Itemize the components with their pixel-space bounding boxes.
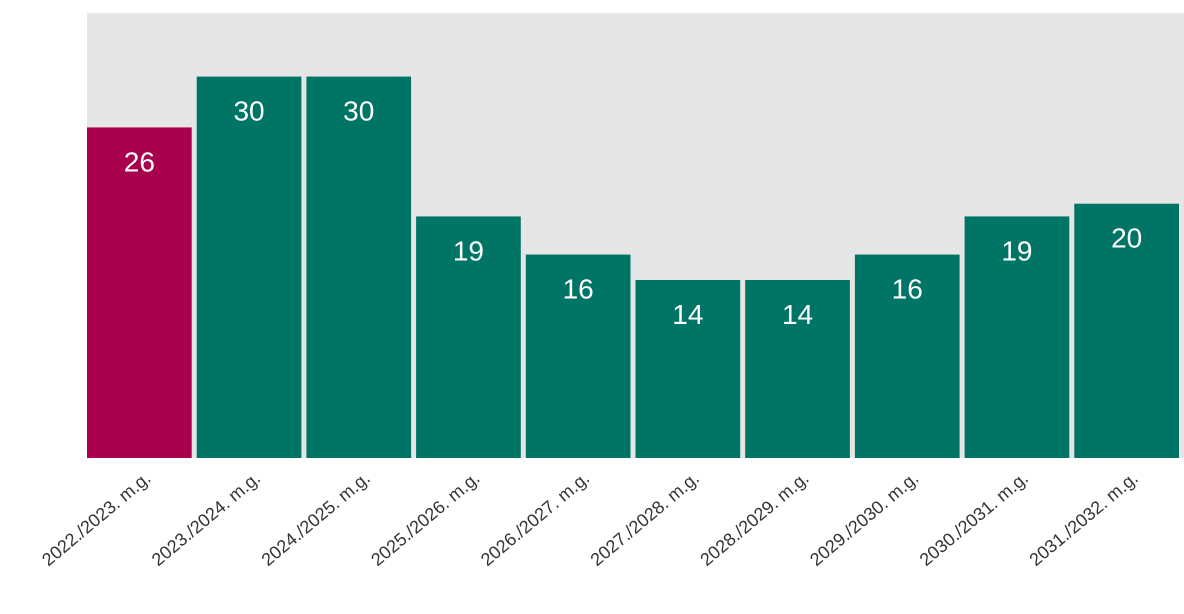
bar-value-label: 20: [1111, 223, 1142, 254]
bar: [854, 254, 960, 458]
bar: [635, 280, 741, 458]
bar-value-label: 19: [1001, 235, 1032, 266]
x-tick-label: 2031./2032. m.g.: [1025, 468, 1141, 570]
bar: [1074, 203, 1179, 458]
bar-labels-group: 26 30 30 19 16 14 14 16 19 20: [124, 96, 1142, 330]
bar: [964, 216, 1070, 458]
bar-value-label: 16: [892, 274, 923, 305]
x-tick-label: 2029./2030. m.g.: [806, 468, 922, 570]
x-tick-label: 2027./2028. m.g.: [587, 468, 703, 570]
bars-group: [87, 76, 1179, 459]
bar-value-label: 16: [563, 274, 594, 305]
bar-value-label: 14: [672, 299, 703, 330]
x-tick-label: 2030./2031. m.g.: [916, 468, 1032, 570]
x-tick-label: 2026./2027. m.g.: [477, 468, 593, 570]
bar: [87, 127, 192, 458]
bar: [306, 76, 412, 459]
x-tick-label: 2028./2029. m.g.: [696, 468, 812, 570]
bar-value-label: 26: [124, 146, 155, 177]
x-tick-label: 2022./2023. m.g.: [38, 468, 154, 570]
bar: [745, 280, 850, 458]
bar: [416, 216, 521, 458]
x-tick-label: 2025./2026. m.g.: [367, 468, 483, 570]
bar: [525, 254, 631, 458]
bar-value-label: 14: [782, 299, 813, 330]
bar-value-label: 30: [233, 96, 264, 127]
x-tick-label: 2023./2024. m.g.: [148, 468, 264, 570]
x-tick-label: 2024./2025. m.g.: [258, 468, 374, 570]
x-axis-tick-labels: 2022./2023. m.g.2023./2024. m.g.2024./20…: [38, 468, 1142, 570]
bar-value-label: 30: [343, 96, 374, 127]
bar: [196, 76, 302, 459]
bar-value-label: 19: [453, 235, 484, 266]
